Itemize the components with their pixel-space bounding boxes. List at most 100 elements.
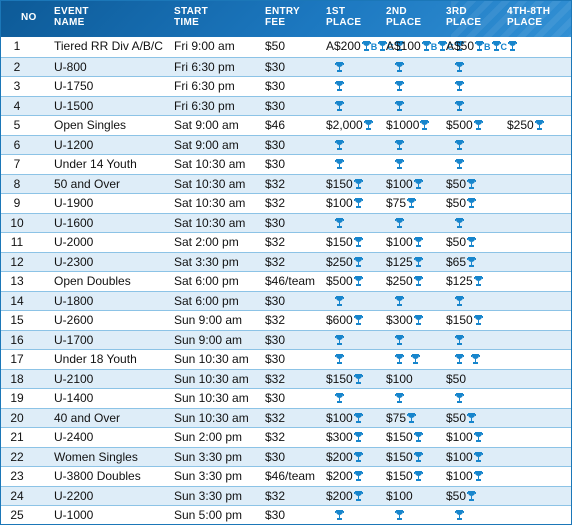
start-time: Sat 10:30 am bbox=[174, 196, 246, 210]
trophy-icon bbox=[395, 100, 404, 111]
third-place-prize-amount: $65 bbox=[446, 254, 467, 269]
table-row: 21 U-2400 Sun 2:00 pm $32 $300 $150 $100 bbox=[1, 427, 571, 447]
table-row: 7 Under 14 Youth Sat 10:30 am $30 bbox=[1, 154, 571, 174]
first-place-prize bbox=[326, 506, 344, 525]
header-no: NO bbox=[21, 12, 37, 23]
trophy-icon bbox=[438, 41, 448, 51]
first-place-prize: A$200 B C bbox=[326, 37, 404, 56]
event-name: 40 and Over bbox=[54, 410, 121, 425]
header-p3-line2: PLACE bbox=[446, 17, 482, 28]
event-name: U-1700 bbox=[54, 332, 94, 347]
trophy-icon bbox=[335, 334, 344, 345]
third-place-prize-amount: $50 bbox=[446, 371, 467, 386]
trophy-icon bbox=[353, 432, 363, 442]
tier-letter: B bbox=[430, 42, 438, 52]
start-time: Sun 5:00 pm bbox=[174, 508, 243, 522]
third-place-prize-amount: $100 bbox=[446, 469, 473, 483]
second-place-prize-amount: $75 bbox=[386, 410, 407, 425]
event-number: 11 bbox=[10, 235, 24, 249]
second-place-prize bbox=[386, 331, 404, 350]
event-name: Under 14 Youth bbox=[54, 157, 137, 171]
start-time: Sat 10:30 am bbox=[174, 176, 246, 191]
entry-fee: $30 bbox=[265, 293, 286, 308]
trophy-icon bbox=[455, 295, 464, 306]
entry-fee: $32 bbox=[265, 430, 286, 444]
trophy-icon bbox=[335, 217, 344, 228]
header-fee-line1: ENTRY bbox=[265, 6, 301, 17]
second-place-prize-amount: $100 bbox=[386, 235, 413, 249]
trophy-icon bbox=[378, 41, 388, 51]
entry-fee: $32 bbox=[265, 410, 286, 425]
header-p1-line2: PLACE bbox=[326, 17, 362, 28]
trophy-icon bbox=[413, 276, 423, 286]
first-place-prize: $200 bbox=[326, 448, 363, 467]
start-time: Sun 9:00 am bbox=[174, 313, 243, 327]
table-row: 17 Under 18 Youth Sun 10:30 am $30 bbox=[1, 349, 571, 369]
entry-fee: $30 bbox=[265, 352, 286, 366]
start-time: Sun 3:30 pm bbox=[174, 469, 243, 483]
trophy-icon bbox=[335, 159, 344, 169]
trophy-icon bbox=[413, 471, 423, 481]
table-row: 10 U-1600 Sat 10:30 am $30 bbox=[1, 212, 571, 232]
third-place-prize bbox=[446, 350, 480, 369]
tier-letter: C bbox=[447, 42, 454, 52]
entry-fee: $30 bbox=[265, 59, 286, 74]
trophy-icon bbox=[455, 61, 464, 72]
header-no-label: NO bbox=[21, 12, 37, 23]
first-place-prize-amount: $250 bbox=[326, 254, 353, 269]
entry-fee: $30 bbox=[265, 391, 286, 405]
trophy-icon bbox=[534, 120, 544, 130]
event-name: U-1000 bbox=[54, 508, 94, 522]
first-place-prize-amount: $500 bbox=[326, 274, 353, 288]
table-row: 5 Open Singles Sat 9:00 am $46 $2,000 $1000 $5… bbox=[1, 115, 571, 135]
header-start-time: START TIME bbox=[174, 6, 208, 28]
first-place-prize-amount: $150 bbox=[326, 235, 353, 249]
header-start-line1: START bbox=[174, 6, 209, 17]
trophy-icon bbox=[473, 120, 483, 130]
second-place-prize bbox=[386, 58, 404, 77]
third-place-prize: $65 bbox=[446, 253, 477, 272]
entry-fee: $30 bbox=[265, 137, 286, 152]
table-row: 9 U-1900 Sat 10:30 am $32 $100 $75 $50 bbox=[1, 193, 571, 213]
trophy-icon bbox=[455, 354, 464, 364]
first-place-prize bbox=[326, 389, 344, 408]
event-number: 22 bbox=[10, 449, 24, 464]
header-p1-line1: 1ST bbox=[326, 6, 346, 17]
trophy-icon bbox=[467, 490, 477, 501]
third-place-prize-amount: A$50 bbox=[446, 39, 475, 53]
trophy-icon bbox=[473, 276, 483, 286]
second-place-prize-amount: $150 bbox=[386, 430, 413, 444]
entry-fee: $32 bbox=[265, 488, 286, 503]
second-place-prize: $75 bbox=[386, 409, 417, 428]
first-place-prize bbox=[326, 155, 344, 174]
first-place-prize: $200 bbox=[326, 467, 363, 486]
first-place-prize-amount: $2,000 bbox=[326, 118, 363, 132]
trophy-icon bbox=[395, 393, 404, 403]
trophy-icon bbox=[353, 237, 363, 247]
first-place-prize: $600 bbox=[326, 311, 363, 330]
second-place-prize: $125 bbox=[386, 253, 423, 272]
trophy-icon bbox=[353, 178, 363, 189]
trophy-icon bbox=[335, 510, 344, 520]
second-place-prize-amount: A$100 bbox=[386, 39, 421, 53]
trophy-icon bbox=[467, 412, 477, 423]
entry-fee: $30 bbox=[265, 79, 286, 93]
event-number: 18 bbox=[10, 371, 24, 386]
first-place-prize bbox=[326, 350, 344, 369]
trophy-icon bbox=[395, 61, 404, 72]
table-row: 16 U-1700 Sun 9:00 am $30 bbox=[1, 329, 571, 350]
trophy-icon bbox=[353, 315, 363, 325]
event-number: 9 bbox=[13, 196, 21, 210]
trophy-icon bbox=[413, 432, 423, 442]
trophy-icon bbox=[473, 451, 483, 462]
start-time: Sat 10:30 am bbox=[174, 157, 246, 171]
entry-fee: $32 bbox=[265, 235, 286, 249]
event-name: U-2100 bbox=[54, 371, 94, 386]
second-place-prize-amount: $300 bbox=[386, 313, 413, 327]
start-time: Sun 10:30 am bbox=[174, 410, 249, 425]
trophy-icon bbox=[407, 198, 417, 208]
table-row: 19 U-1400 Sun 10:30 am $30 bbox=[1, 388, 571, 408]
entry-fee: $30 bbox=[265, 508, 286, 522]
trophy-icon bbox=[455, 393, 464, 403]
